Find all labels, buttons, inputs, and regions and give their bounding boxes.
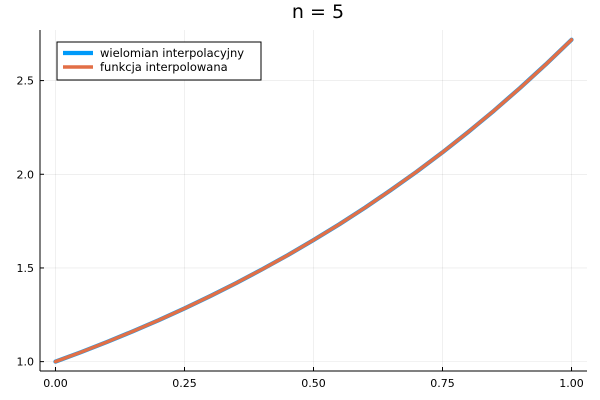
legend-label-0: wielomian interpolacyjny	[100, 46, 244, 60]
x-tick-label-3: 0.75	[430, 377, 455, 390]
y-tick-label-3: 2.5	[17, 75, 35, 88]
legend-box	[56, 41, 262, 81]
y-tick-label-0: 1.0	[17, 356, 35, 369]
grid	[40, 30, 587, 371]
x-tick-label-0: 0.00	[43, 377, 68, 390]
legend-label-1: funkcja interpolowana	[100, 60, 228, 74]
y-tick-label-1: 1.5	[17, 262, 35, 275]
y-tick-label-2: 2.0	[17, 168, 35, 181]
x-tick-label-1: 0.25	[172, 377, 197, 390]
x-tick-label-2: 0.50	[301, 377, 326, 390]
ticks: 0.00 0.25 0.50 0.75 1.00 1.0 1.5 2.0 2.5	[17, 75, 584, 390]
series-layer	[53, 37, 574, 364]
series-line-1	[53, 38, 574, 364]
x-tick-label-4: 1.00	[559, 377, 584, 390]
chart-title: n = 5	[292, 1, 344, 23]
